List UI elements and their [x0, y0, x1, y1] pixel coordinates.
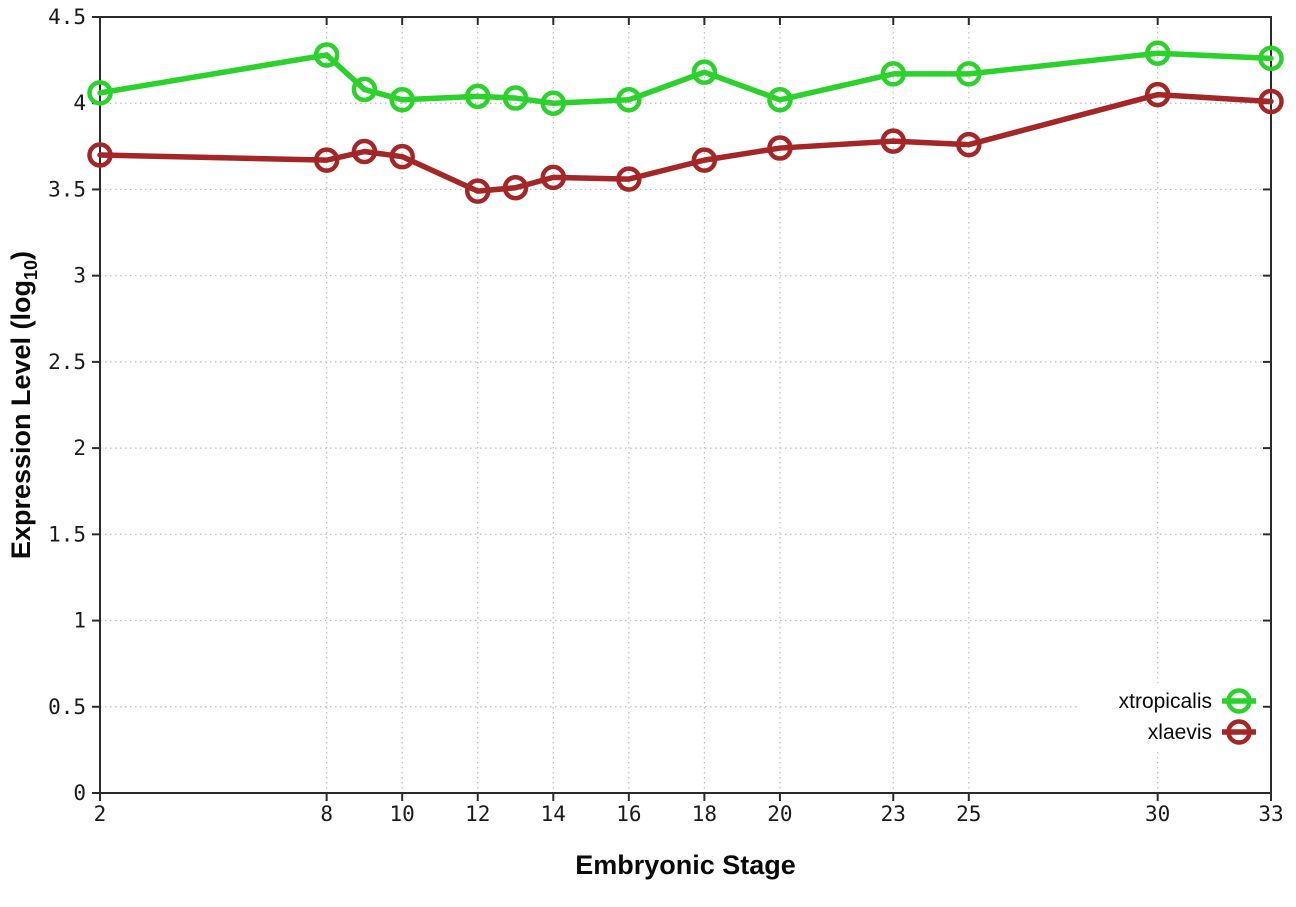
x-tick-label: 33 [1258, 802, 1283, 826]
y-tick-label: 2.5 [48, 350, 86, 374]
x-axis-title: Embryonic Stage [575, 850, 796, 880]
data-point-xtropicalis [767, 87, 793, 113]
series-line-xlaevis [97, 91, 1274, 194]
data-point-xlaevis [464, 178, 491, 204]
data-point-xlaevis [691, 147, 718, 173]
data-point-xlaevis [880, 128, 907, 154]
data-point-xlaevis [351, 138, 378, 165]
data-point-xtropicalis [502, 85, 529, 111]
data-point-xlaevis [313, 147, 340, 173]
legend: xtropicalis xlaevis [1119, 688, 1256, 745]
grid [100, 17, 1271, 793]
data-point-xtropicalis [540, 90, 567, 116]
legend-marker-xtropicalis [1226, 688, 1252, 714]
data-point-xtropicalis [956, 61, 982, 87]
legend-label-xtropicalis: xtropicalis [1119, 690, 1212, 713]
x-tick-label: 14 [541, 802, 566, 826]
x-tick-label: 18 [692, 802, 717, 826]
data-point-xlaevis [767, 135, 793, 161]
series-line-xtropicalis [97, 50, 1274, 106]
data-point-xtropicalis [1144, 40, 1171, 66]
data-point-xlaevis [502, 174, 529, 201]
y-tick-label: 4 [73, 91, 86, 115]
y-tick-label: 1.5 [48, 522, 86, 546]
data-point-xtropicalis [87, 80, 113, 106]
data-point-xlaevis [1258, 88, 1284, 115]
data-point-xlaevis [616, 166, 642, 192]
x-tick-label: 30 [1145, 802, 1170, 826]
legend-label-xlaevis: xlaevis [1148, 721, 1212, 744]
x-tick-label: 10 [390, 802, 415, 826]
data-point-xtropicalis [616, 87, 642, 113]
plot-border [99, 16, 1272, 794]
x-tick-labels: 2 8 10 12 14 16 18 20 23 25 30 33 [94, 802, 1284, 826]
data-point-xlaevis [1144, 81, 1171, 108]
x-tick-label: 23 [881, 802, 906, 826]
data-point-xtropicalis [1258, 45, 1284, 72]
y-tick-label: 0 [73, 781, 86, 805]
series-xtropicalis [87, 40, 1284, 116]
data-point-xtropicalis [351, 76, 378, 103]
y-axis-title: Expression Level (log10) [6, 251, 41, 559]
data-point-xlaevis [540, 164, 567, 191]
x-tick-label: 12 [465, 802, 490, 826]
y-tick-label: 3.5 [48, 177, 86, 201]
data-point-xtropicalis [691, 59, 718, 85]
y-tick-label: 4.5 [48, 5, 86, 29]
y-tick-label: 1 [73, 609, 86, 633]
data-point-xlaevis [87, 142, 113, 168]
data-point-xtropicalis [464, 83, 491, 110]
data-point-xtropicalis [880, 61, 907, 87]
y-tick-label: 3 [73, 264, 86, 288]
x-tick-label: 8 [320, 802, 333, 826]
x-tick-label: 25 [956, 802, 981, 826]
x-tick-label: 16 [616, 802, 641, 826]
y-tick-label: 2 [73, 436, 86, 460]
data-point-xlaevis [389, 143, 415, 170]
series-xlaevis [87, 81, 1284, 204]
legend-marker-xlaevis [1226, 719, 1252, 745]
y-tick-labels: 0 0.5 1 1.5 2 2.5 3 3.5 4 4.5 [48, 5, 86, 805]
y-tick-label: 0.5 [48, 695, 86, 719]
data-point-xtropicalis [313, 42, 340, 68]
legend-background [1078, 683, 1266, 749]
x-tick-label: 2 [94, 802, 107, 826]
data-point-xtropicalis [389, 87, 415, 113]
x-tick-label: 20 [767, 802, 792, 826]
data-point-xlaevis [956, 131, 982, 158]
